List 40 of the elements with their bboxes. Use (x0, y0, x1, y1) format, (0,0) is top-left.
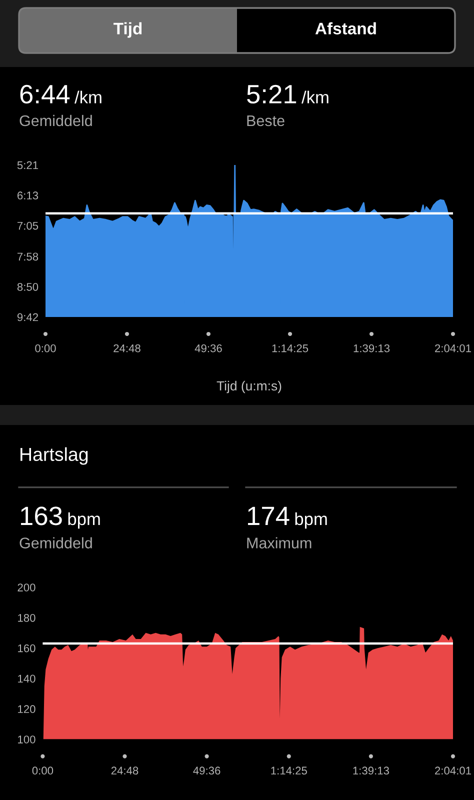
y-tick-label: 120 (18, 705, 36, 714)
chart-title: Hartslag (20, 447, 88, 465)
text: 163 (21, 506, 62, 526)
x-tick-label: 2:04:01 (435, 766, 471, 775)
text: Tijd (114, 22, 142, 38)
x-tick-label: 1:39:13 (353, 766, 389, 775)
x-tick-label: 1:14:25 (272, 344, 308, 352)
text: 174 (248, 506, 290, 525)
y-tick-label: 7:58 (18, 252, 38, 261)
x-tick-label: 1:39:13 (354, 344, 390, 352)
y-tick-label: 160 (18, 644, 36, 652)
text: 6:44 (20, 84, 70, 104)
text: Afstand (315, 22, 376, 34)
x-tick-label: 0:00 (35, 344, 56, 352)
y-tick-label: 200 (18, 584, 36, 592)
y-tick-label: 6:13 (17, 192, 38, 200)
text: Gemiddeld (20, 537, 92, 548)
text: Gemiddeld (20, 114, 92, 126)
text: bpm (68, 512, 100, 529)
x-tick-label: 24:48 (114, 344, 140, 352)
text: 5:21 (247, 84, 296, 104)
y-tick-label: 9:42 (17, 313, 38, 322)
text: Beste (247, 115, 284, 126)
x-tick-label: 49:36 (194, 344, 222, 352)
y-tick-label: 180 (18, 614, 36, 622)
x-tick-label: 1:14:25 (271, 766, 307, 775)
y-tick-label: 140 (18, 674, 36, 683)
y-tick-label: 5:21 (17, 161, 38, 170)
text: Maximum (247, 537, 312, 548)
text: /km (74, 90, 102, 104)
x-tick-label: 24:48 (111, 766, 138, 775)
x-axis-title: Tijd (u:m:s) (216, 380, 282, 394)
y-tick-label: 8:50 (17, 282, 38, 291)
x-tick-label: 49:36 (193, 766, 220, 775)
text: /km (302, 90, 328, 104)
y-tick-label: 100 (18, 736, 36, 744)
text: bpm (295, 512, 327, 529)
y-tick-label: 7:05 (18, 222, 38, 230)
x-tick-label: 0:00 (32, 766, 54, 775)
x-tick-label: 2:04:01 (435, 344, 471, 352)
